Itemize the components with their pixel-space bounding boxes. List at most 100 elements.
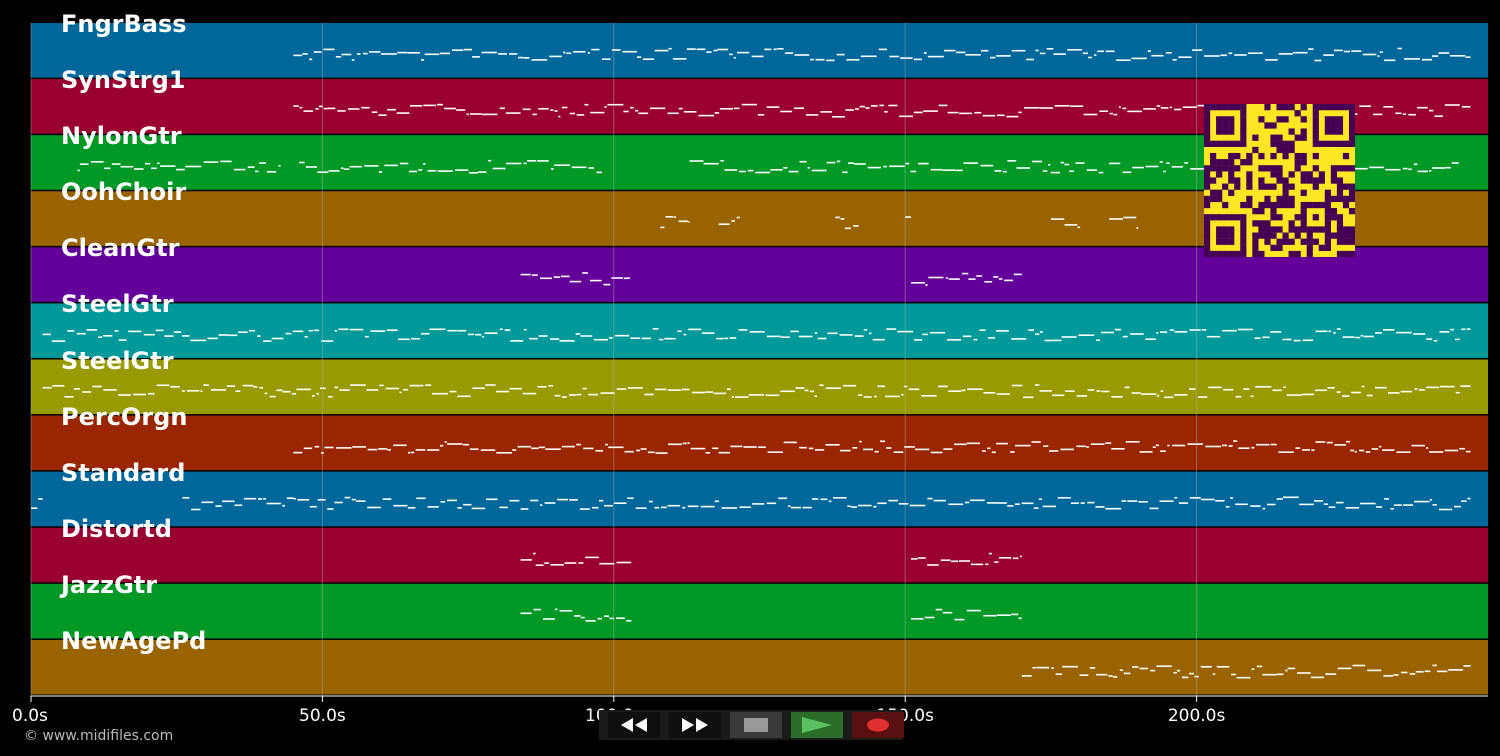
note (996, 55, 1011, 57)
note (1455, 391, 1460, 394)
note-group (660, 216, 1139, 230)
note (335, 56, 342, 58)
note (1437, 670, 1448, 673)
note (963, 162, 979, 164)
qr-module (1204, 226, 1211, 233)
note (955, 169, 963, 172)
note (201, 501, 214, 504)
note (341, 53, 352, 56)
qr-module (1204, 201, 1211, 209)
note (385, 387, 399, 390)
play-button[interactable] (791, 712, 843, 738)
note (427, 506, 439, 508)
qr-module (1276, 195, 1283, 203)
note (1138, 501, 1148, 503)
qr-module (1330, 116, 1338, 123)
qr-module (1222, 159, 1229, 166)
note (309, 58, 313, 61)
note (682, 442, 687, 445)
note (548, 385, 553, 387)
note (1131, 57, 1147, 60)
note (630, 337, 640, 339)
note (724, 337, 728, 340)
qr-module (1276, 140, 1283, 147)
note (1361, 385, 1365, 388)
note (569, 499, 578, 501)
note (144, 162, 151, 165)
note (752, 503, 765, 505)
note (580, 616, 585, 619)
stop-button[interactable] (730, 712, 782, 738)
note (788, 170, 799, 173)
note (879, 440, 886, 443)
note (713, 49, 718, 52)
note (688, 221, 690, 223)
qr-module (1306, 244, 1313, 252)
note (1418, 389, 1425, 391)
note (1337, 667, 1352, 670)
note (367, 448, 378, 451)
note (1230, 497, 1233, 499)
note (1174, 331, 1188, 333)
note (962, 335, 972, 338)
note (678, 107, 683, 110)
copyright-text: © www.midifiles.com (24, 728, 174, 744)
note (1450, 55, 1466, 57)
qr-module (1300, 220, 1307, 227)
note (1036, 666, 1050, 669)
note (103, 335, 113, 337)
qr-module (1288, 226, 1295, 233)
qr-module (1228, 250, 1235, 258)
qr-module (1264, 238, 1271, 245)
note (520, 612, 532, 615)
note (764, 48, 772, 51)
note (1038, 498, 1043, 500)
note (889, 55, 900, 58)
note (1006, 115, 1019, 118)
note (696, 48, 706, 51)
note (1351, 391, 1361, 394)
note (990, 56, 996, 59)
qr-module (1324, 104, 1331, 111)
note (1021, 502, 1034, 505)
note (970, 499, 985, 502)
qr-module (1270, 214, 1277, 221)
note (852, 447, 858, 449)
qr-module (1276, 201, 1283, 209)
note (466, 113, 469, 116)
note (1258, 52, 1263, 54)
qr-module (1258, 220, 1265, 227)
note (563, 51, 566, 54)
record-button[interactable] (852, 712, 904, 738)
rewind-button[interactable] (608, 712, 660, 738)
note (1377, 55, 1380, 57)
note (579, 508, 590, 510)
note (532, 113, 537, 116)
note (328, 170, 340, 172)
note (1411, 444, 1425, 447)
note (832, 116, 845, 118)
qr-module (1282, 189, 1289, 196)
note (1424, 670, 1431, 673)
note (853, 225, 859, 227)
note (928, 276, 944, 279)
qr-module (1276, 146, 1283, 154)
note (98, 336, 103, 338)
qr-module (1342, 201, 1350, 209)
note (845, 109, 854, 111)
note (1124, 386, 1130, 389)
qr-module (1222, 226, 1229, 233)
note (238, 331, 248, 333)
note (712, 447, 719, 450)
note (773, 48, 777, 51)
note (1314, 500, 1323, 502)
note (1223, 388, 1234, 391)
note (64, 396, 74, 398)
note (802, 506, 812, 509)
note (925, 284, 928, 286)
fast-forward-button[interactable] (669, 712, 721, 738)
note (661, 506, 667, 509)
qr-module (1246, 159, 1253, 166)
note (1086, 446, 1089, 448)
note (1326, 441, 1333, 444)
